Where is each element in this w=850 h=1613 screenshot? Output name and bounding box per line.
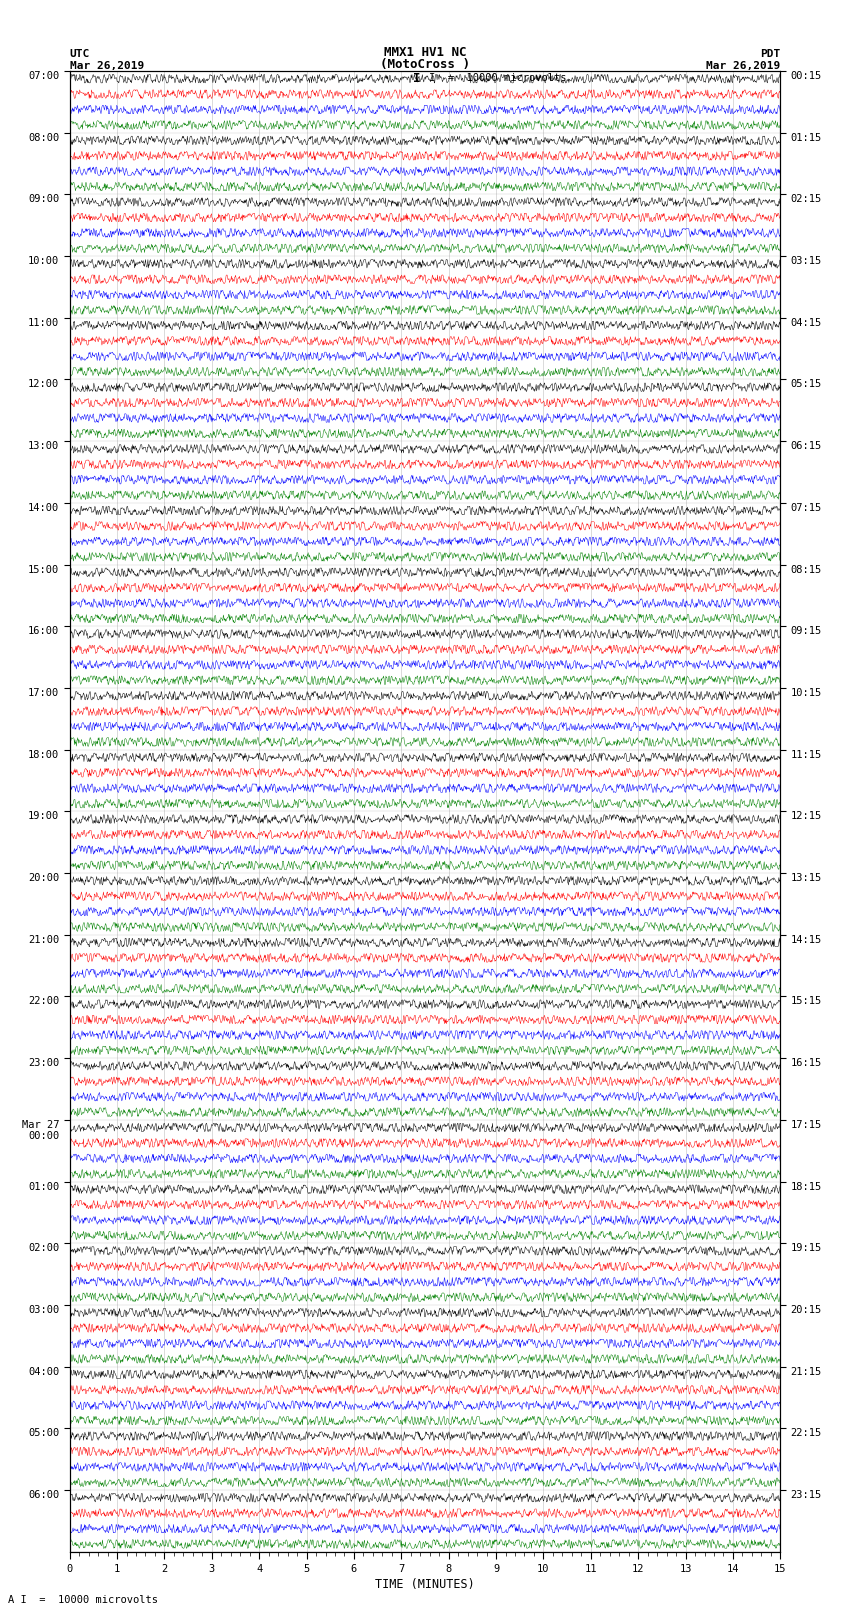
Text: UTC: UTC [70,48,90,58]
Text: Mar 26,2019: Mar 26,2019 [70,61,144,71]
Text: (MotoCross ): (MotoCross ) [380,58,470,71]
Text: MMX1 HV1 NC: MMX1 HV1 NC [383,45,467,58]
X-axis label: TIME (MINUTES): TIME (MINUTES) [375,1578,475,1590]
Text: I  =  10000 microvolts: I = 10000 microvolts [429,73,567,82]
Text: PDT: PDT [760,48,780,58]
Text: Mar 26,2019: Mar 26,2019 [706,61,780,71]
Text: I: I [413,71,421,85]
Text: A I  =  10000 microvolts: A I = 10000 microvolts [8,1595,158,1605]
